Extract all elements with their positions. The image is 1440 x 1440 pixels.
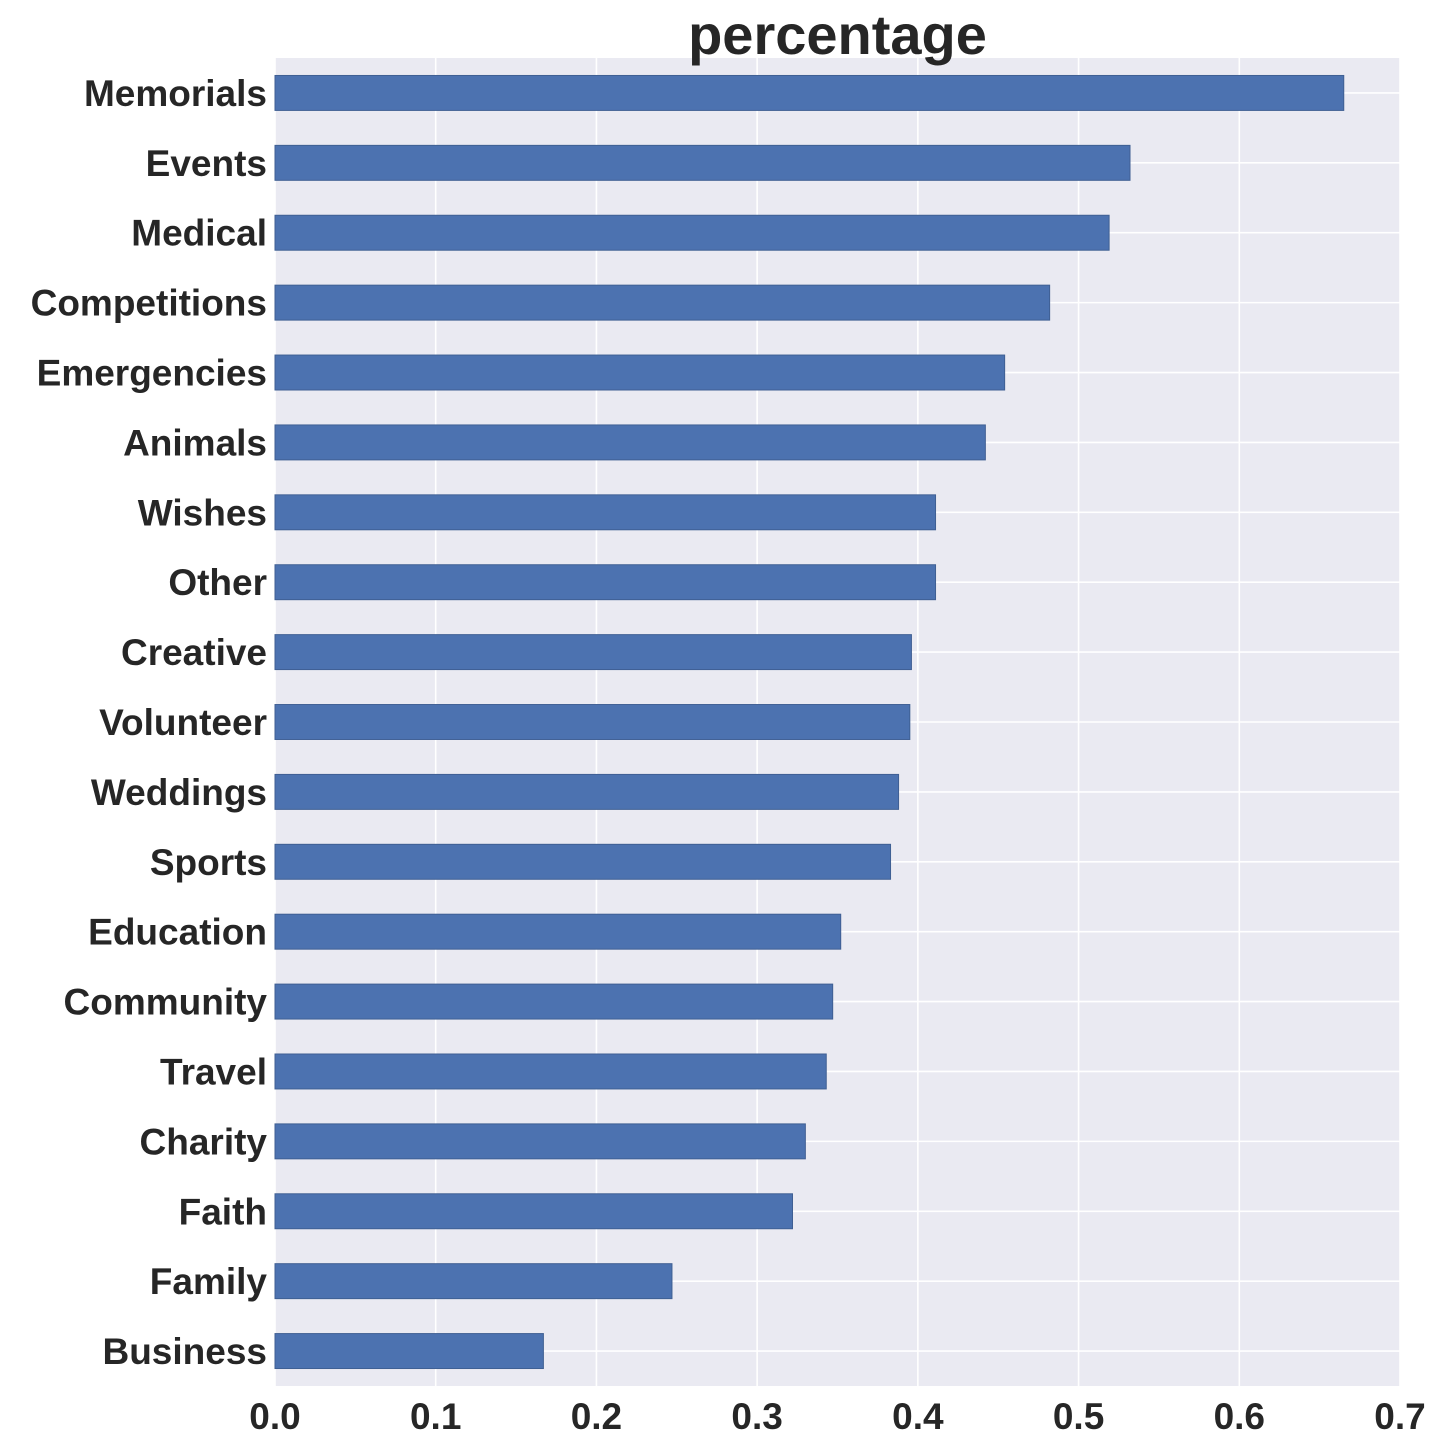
x-tick-labels: 0.0 0.1 0.2 0.3 0.4 0.5 0.6 0.7	[249, 1396, 1425, 1437]
bar-education	[274, 913, 842, 950]
x-tick-label: 0.1	[410, 1396, 461, 1437]
bar-weddings	[274, 773, 900, 810]
bars	[274, 74, 1345, 1370]
bar-wishes	[274, 494, 937, 531]
x-tick-label: 0.6	[1214, 1396, 1265, 1437]
bar-travel	[274, 1053, 827, 1090]
category-label: Emergencies	[37, 353, 267, 394]
bar-other	[274, 564, 937, 601]
bar-family	[274, 1263, 673, 1300]
bar-business	[274, 1333, 544, 1370]
bar-animals	[274, 424, 986, 461]
x-tick-label: 0.3	[731, 1396, 782, 1437]
chart-title: percentage	[688, 3, 987, 66]
bar-sports	[274, 843, 892, 880]
category-label: Family	[150, 1261, 268, 1302]
category-label: Education	[88, 912, 267, 953]
x-tick-label: 0.2	[571, 1396, 622, 1437]
bar-community	[274, 983, 834, 1020]
category-label: Community	[64, 982, 268, 1023]
category-label: Creative	[121, 632, 267, 673]
bar-charity	[274, 1123, 806, 1160]
category-label: Other	[168, 562, 267, 603]
category-labels: Memorials Events Medical Competitions Emerge…	[31, 73, 268, 1372]
category-label: Events	[146, 143, 267, 184]
bar-faith	[274, 1193, 793, 1230]
category-label: Animals	[123, 422, 267, 463]
category-label: Business	[102, 1331, 267, 1372]
category-label: Sports	[150, 842, 267, 883]
category-label: Charity	[140, 1121, 268, 1162]
bar-volunteer	[274, 704, 911, 740]
category-label: Memorials	[84, 73, 267, 114]
category-label: Volunteer	[99, 702, 267, 743]
x-tick-label: 0.5	[1053, 1396, 1104, 1437]
bar-events	[274, 144, 1131, 181]
x-tick-label: 0.0	[249, 1396, 300, 1437]
x-tick-label: 0.4	[892, 1396, 944, 1437]
category-label: Weddings	[91, 772, 267, 813]
bar-creative	[274, 634, 912, 671]
bar-memorials	[274, 74, 1345, 111]
category-label: Faith	[179, 1191, 267, 1232]
category-label: Wishes	[138, 492, 267, 533]
x-tick-label: 0.7	[1374, 1396, 1425, 1437]
category-label: Travel	[160, 1051, 267, 1092]
bar-competitions	[274, 284, 1051, 321]
bar-emergencies	[274, 354, 1006, 391]
category-label: Competitions	[31, 283, 267, 324]
bar-medical	[274, 214, 1110, 251]
category-label: Medical	[131, 213, 267, 254]
